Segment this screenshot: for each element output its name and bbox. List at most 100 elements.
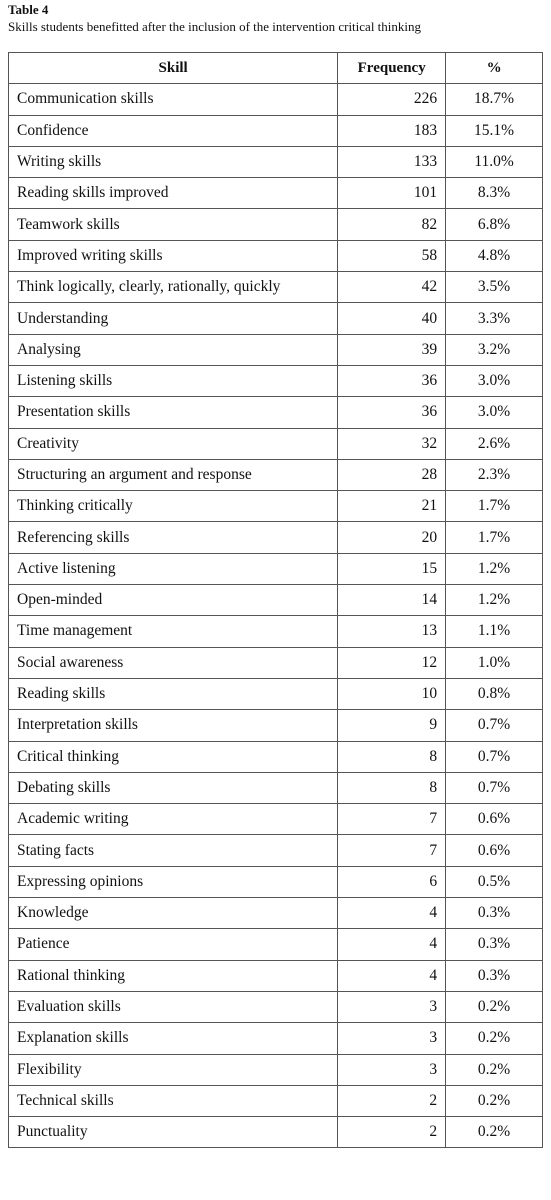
table-row: Think logically, clearly, rationally, qu… <box>7 271 543 304</box>
table-row: Understanding 40 3.3% <box>7 302 543 335</box>
table-row: Improved writing skills 58 4.8% <box>7 239 543 273</box>
table-cell: Social awareness <box>7 646 339 679</box>
table-cell: Reading skills <box>7 677 339 711</box>
table-cell: 82 <box>337 208 447 241</box>
table-cell: Critical thinking <box>7 740 339 773</box>
table-cell: Stating facts <box>7 834 339 867</box>
table-cell: 18.7% <box>445 83 543 116</box>
table-row: Interpretation skills 9 0.7% <box>7 709 543 742</box>
table-caption: Skills students benefitted after the inc… <box>8 19 422 34</box>
table-row: Analysing 39 3.2% <box>7 333 543 366</box>
table-cell: Reading skills improved <box>7 177 339 210</box>
table-row: Listening skills 36 3.0% <box>7 364 543 398</box>
table-cell: Thinking critically <box>7 490 339 523</box>
table-cell: 21 <box>337 490 447 523</box>
table-cell: 4.8% <box>445 239 543 273</box>
table-cell: 58 <box>337 239 447 273</box>
table-row: Presentation skills 36 3.0% <box>7 396 543 429</box>
table-cell: Academic writing <box>7 803 339 836</box>
table-row: Reading skills improved 101 8.3% <box>7 177 543 210</box>
table-row: Creativity 32 2.6% <box>7 427 543 460</box>
table-row: Stating facts 7 0.6% <box>7 834 543 867</box>
table-row: Social awareness 12 1.0% <box>7 646 543 679</box>
column-header: % <box>445 51 543 85</box>
table-cell: Understanding <box>7 302 339 335</box>
table-title: Table 4 <box>8 2 49 17</box>
table-cell: 1.7% <box>445 521 543 554</box>
table-body: Communication skills 226 18.7% Confidence 18… <box>7 83 543 1149</box>
table-cell: Interpretation skills <box>7 709 339 742</box>
table-cell: 7 <box>337 834 447 867</box>
table-cell: 6.8% <box>445 208 543 241</box>
table-cell: 20 <box>337 521 447 554</box>
table-cell: 8.3% <box>445 177 543 210</box>
table-row: Open-minded 14 1.2% <box>7 584 543 617</box>
table-cell: 183 <box>337 114 447 147</box>
table-cell: Rational thinking <box>7 959 339 992</box>
table-cell: 2.6% <box>445 427 543 460</box>
table-row: Debating skills 8 0.7% <box>7 771 543 805</box>
table-cell: Referencing skills <box>7 521 339 554</box>
table-cell: 0.7% <box>445 709 543 742</box>
table-cell: 0.7% <box>445 740 543 773</box>
table-cell: 1.2% <box>445 552 543 586</box>
table-cell: 0.8% <box>445 677 543 711</box>
table-cell: 32 <box>337 427 447 460</box>
table-row: Evaluation skills 3 0.2% <box>7 990 543 1024</box>
table-cell: 0.3% <box>445 897 543 930</box>
table-cell: 11.0% <box>445 145 543 179</box>
table-cell: Writing skills <box>7 145 339 179</box>
table-cell: 226 <box>337 83 447 116</box>
table-cell: Analysing <box>7 333 339 366</box>
table-cell: Expressing opinions <box>7 865 339 899</box>
table-cell: 0.6% <box>445 803 543 836</box>
table-cell: Evaluation skills <box>7 990 339 1024</box>
table-row: Teamwork skills 82 6.8% <box>7 208 543 241</box>
table-cell: 40 <box>337 302 447 335</box>
table-cell: Presentation skills <box>7 396 339 429</box>
table-cell: 3.5% <box>445 271 543 304</box>
table-cell: 3.0% <box>445 364 543 398</box>
table-row: Explanation skills 3 0.2% <box>7 1022 543 1055</box>
table-row: Reading skills 10 0.8% <box>7 677 543 711</box>
table-cell: Communication skills <box>7 83 339 116</box>
table-cell: 36 <box>337 364 447 398</box>
table-cell: 2 <box>337 1084 447 1118</box>
table-cell: 8 <box>337 771 447 805</box>
table-cell: 3 <box>337 990 447 1024</box>
table-cell: Improved writing skills <box>7 239 339 273</box>
table-cell: 3 <box>337 1053 447 1086</box>
column-header: Skill <box>7 51 339 85</box>
table-cell: 3.3% <box>445 302 543 335</box>
table-cell: 2 <box>337 1116 447 1149</box>
table-cell: Technical skills <box>7 1084 339 1118</box>
table-cell: Open-minded <box>7 584 339 617</box>
table-cell: 13 <box>337 615 447 648</box>
table-cell: 4 <box>337 959 447 992</box>
table-cell: Active listening <box>7 552 339 586</box>
table-row: Writing skills 133 11.0% <box>7 145 543 179</box>
table-row: Academic writing 7 0.6% <box>7 803 543 836</box>
table-row: Technical skills 2 0.2% <box>7 1084 543 1118</box>
table-cell: 10 <box>337 677 447 711</box>
table-row: Confidence 183 15.1% <box>7 114 543 147</box>
table-cell: 28 <box>337 458 447 492</box>
table-cell: 15 <box>337 552 447 586</box>
table-cell: 0.7% <box>445 771 543 805</box>
table-cell: Knowledge <box>7 897 339 930</box>
table-cell: 1.2% <box>445 584 543 617</box>
table-cell: 3.2% <box>445 333 543 366</box>
table-cell: Listening skills <box>7 364 339 398</box>
table-cell: Patience <box>7 928 339 961</box>
table: Skill Frequency% Communication skills 226 1… <box>7 51 543 1149</box>
table-cell: 7 <box>337 803 447 836</box>
table-cell: 2.3% <box>445 458 543 492</box>
table-cell: Creativity <box>7 427 339 460</box>
table-cell: Punctuality <box>7 1116 339 1149</box>
table-row: Knowledge 4 0.3% <box>7 897 543 930</box>
table-cell: 0.6% <box>445 834 543 867</box>
table-row: Critical thinking 8 0.7% <box>7 740 543 773</box>
table-cell: 0.2% <box>445 1116 543 1149</box>
table-cell: 101 <box>337 177 447 210</box>
table-cell: Teamwork skills <box>7 208 339 241</box>
